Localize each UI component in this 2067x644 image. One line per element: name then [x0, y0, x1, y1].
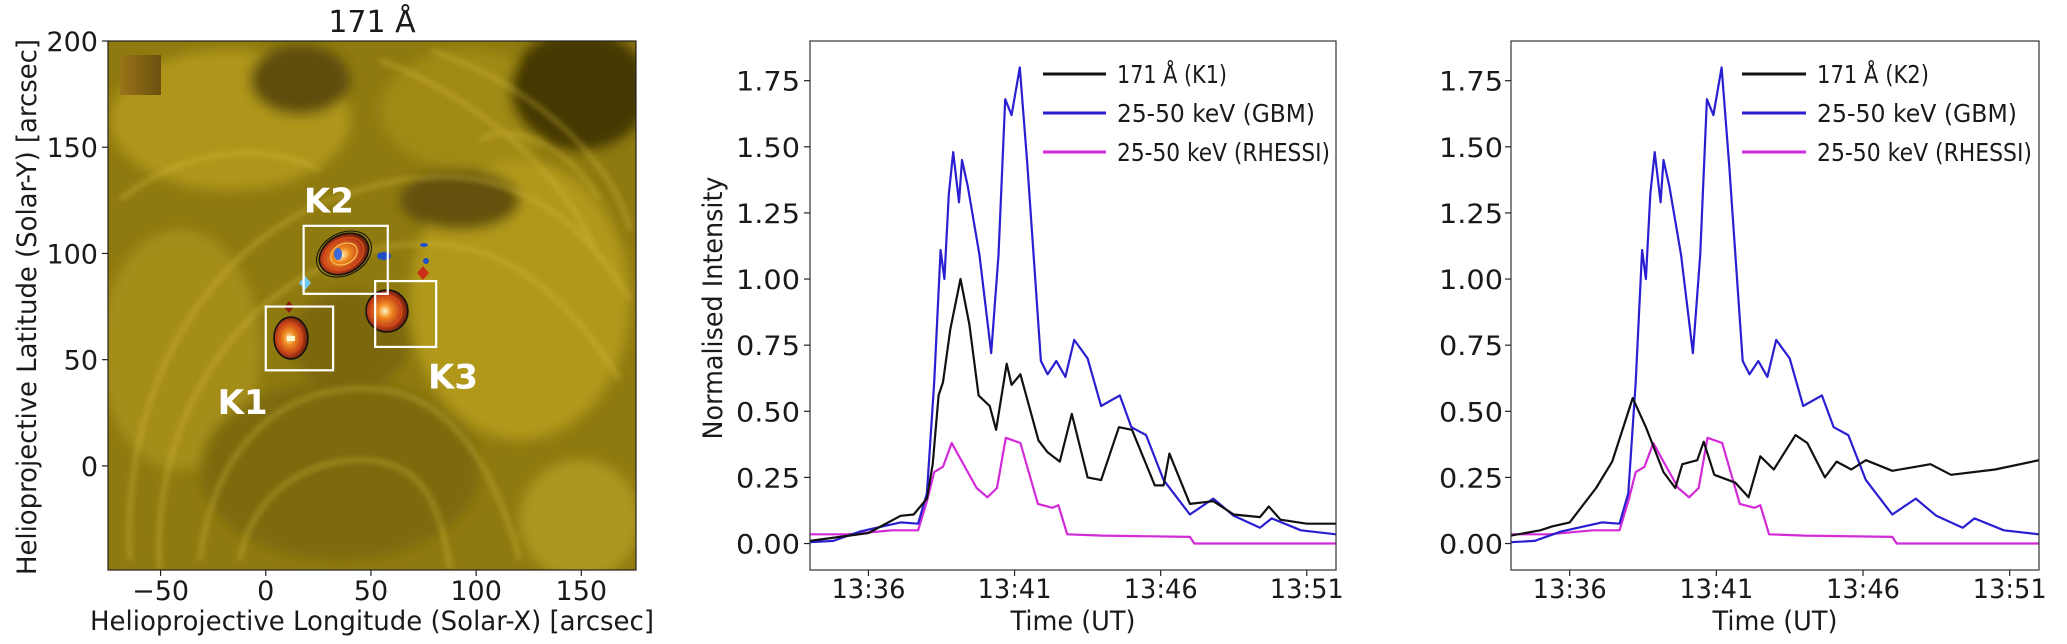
legend-label: 25-50 keV (GBM) — [1817, 99, 2017, 128]
axes-frame — [1510, 40, 2040, 571]
legend-item: 25-50 keV (RHESSI) — [1043, 138, 1330, 167]
x-axis-label: Time (UT) — [1712, 606, 1838, 637]
legend-label: 25-50 keV (RHESSI) — [1117, 138, 1330, 167]
y-tick-label: 1.25 — [1439, 199, 1503, 230]
region-label-k3: K3 — [428, 358, 478, 398]
y-tick-label: 1.50 — [1439, 133, 1503, 164]
contour-source-k1 — [273, 316, 309, 360]
region-label-k1: K1 — [218, 383, 268, 423]
series-line-25-50-kev-gbm — [1511, 66, 2039, 544]
x-tick-label: 13:41 — [978, 574, 1052, 605]
contour-source-k3 — [365, 289, 409, 333]
x-tick-label: 13:41 — [1679, 574, 1753, 605]
legend-label: 25-50 keV (RHESSI) — [1817, 138, 2032, 167]
x-tick-label: 13:51 — [1973, 574, 2047, 605]
y-tick-label: 0.25 — [1439, 463, 1503, 494]
series-lines — [1511, 66, 2039, 545]
y-tick-label: 0.50 — [736, 397, 800, 428]
region-box-k1 — [264, 305, 335, 372]
legend-item: 25-50 keV (GBM) — [1742, 99, 2017, 128]
legend-item: 171 Å (K2) — [1742, 60, 1929, 89]
x-axis-label: Time (UT) — [1010, 606, 1136, 637]
x-tick-label: −50 — [132, 576, 189, 607]
series-line-171-k1 — [810, 277, 1336, 542]
y-tick-label: 1.75 — [736, 67, 800, 98]
y-tick-label: 1.50 — [736, 133, 800, 164]
x-tick-label: 13:36 — [831, 574, 905, 605]
image-axes-frame — [107, 40, 637, 571]
legend-item: 171 Å (K1) — [1043, 60, 1227, 89]
y-tick-label: 0.50 — [1439, 397, 1503, 428]
y-tick-label: 0.25 — [736, 463, 800, 494]
y-tick-label: 200 — [46, 27, 98, 58]
aia-171-image — [108, 41, 636, 570]
y-tick-label: 1.75 — [1439, 67, 1503, 98]
y-tick-label: 1.25 — [736, 199, 800, 230]
axes-frame — [809, 40, 1337, 571]
x-axis-label: Helioprojective Longitude (Solar-X) [arc… — [90, 606, 654, 637]
region-box-k3 — [374, 279, 438, 349]
blue-source — [420, 243, 428, 247]
plot-area — [810, 41, 1336, 570]
y-tick-label: 1.00 — [1439, 265, 1503, 296]
series-line-171-k2 — [1511, 397, 2039, 537]
legend-item: 25-50 keV (GBM) — [1043, 99, 1315, 128]
legend-item: 25-50 keV (RHESSI) — [1742, 138, 2032, 167]
region-label-k2: K2 — [304, 181, 354, 221]
x-tick-label: 150 — [556, 576, 608, 607]
x-tick-label: 13:36 — [1533, 574, 1607, 605]
y-tick-label: 150 — [46, 133, 98, 164]
red-marker — [417, 266, 429, 280]
contour-source-k2 — [316, 230, 372, 278]
legend-label: 171 Å (K1) — [1117, 60, 1227, 89]
cyan-marker — [299, 276, 311, 290]
region-box-k2 — [302, 224, 389, 295]
y-axis-label: Helioprojective Latitude (Solar-Y) [arcs… — [12, 39, 43, 575]
series-line-25-50-kev-gbm — [810, 66, 1336, 544]
y-tick-label: 0.75 — [1439, 331, 1503, 362]
x-tick-label: 13:46 — [1124, 574, 1198, 605]
blue-source — [377, 252, 391, 260]
y-tick-label: 50 — [64, 346, 98, 377]
region-boxes: K1 K2 K3 — [218, 181, 478, 423]
x-tick-label: 50 — [354, 576, 388, 607]
legend-label: 171 Å (K2) — [1817, 60, 1929, 89]
colorbar-swatch — [120, 55, 161, 95]
blue-source — [334, 248, 342, 260]
series-line-25-50-kev-rhessi — [810, 436, 1336, 545]
y-tick-label: 0.00 — [1439, 530, 1503, 561]
x-tick-label: 13:46 — [1826, 574, 1900, 605]
x-tick-label: 13:51 — [1270, 574, 1344, 605]
y-tick-label: 100 — [46, 239, 98, 270]
legend: 171 Å (K2) 25-50 keV (GBM) 25-50 keV (RHES… — [1742, 60, 2032, 167]
y-tick-label: 1.00 — [736, 265, 800, 296]
legend-label: 25-50 keV (GBM) — [1117, 99, 1315, 128]
y-tick-label: 0.00 — [736, 530, 800, 561]
series-line-25-50-kev-rhessi — [1511, 436, 2039, 545]
blue-source — [423, 258, 429, 264]
image-title: 171 Å — [328, 4, 416, 40]
y-axis-label: Normalised Intensity — [698, 176, 729, 439]
lightcurve-k2-chart: 13:36 13:41 13:46 13:51 0.00 0.25 0.50 0.75 1.00… — [1439, 40, 2047, 637]
x-tick-label: 0 — [257, 576, 274, 607]
lightcurve-k1-chart: 13:36 13:41 13:46 13:51 0.00 0.25 0.50 0.75 1.00… — [698, 40, 1344, 637]
y-tick-label: 0.75 — [736, 331, 800, 362]
series-lines — [810, 66, 1336, 545]
legend: 171 Å (K1) 25-50 keV (GBM) 25-50 keV (RHES… — [1043, 60, 1330, 167]
x-tick-label: 100 — [450, 576, 502, 607]
y-tick-label: 0 — [81, 452, 98, 483]
